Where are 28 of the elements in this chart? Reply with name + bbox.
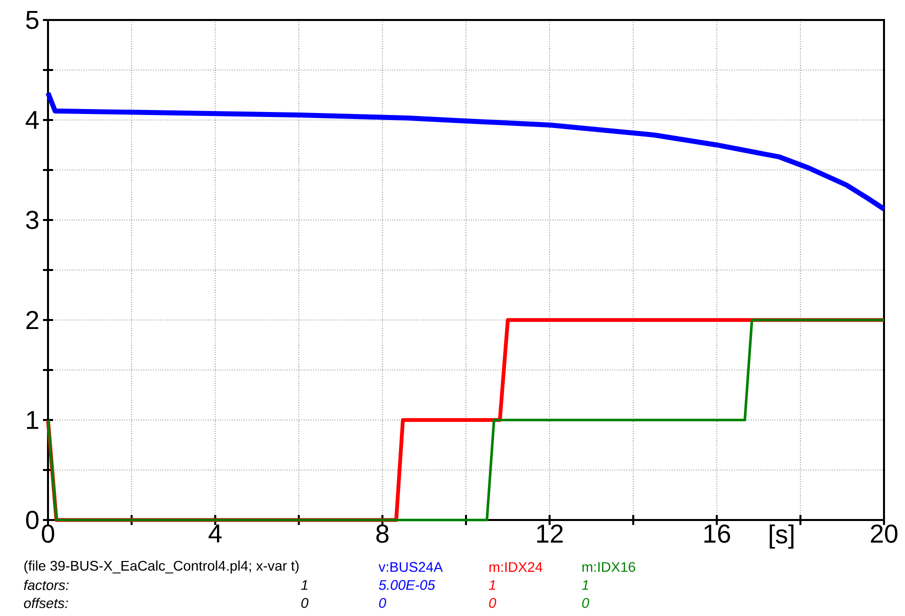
x-tick-label: 16	[704, 524, 730, 543]
text: 1	[488, 580, 496, 590]
text: 5.00E-05	[378, 580, 436, 590]
text: m:IDX16	[582, 562, 636, 572]
x-tick-label: 8	[376, 524, 388, 543]
x-tick-label: 4	[208, 524, 222, 542]
text: 0	[582, 598, 590, 608]
text: 0	[379, 598, 386, 608]
y-tick-label: 4	[26, 111, 39, 129]
x-tick-label: 0	[42, 524, 54, 543]
text: 1	[301, 580, 308, 590]
text: factors:	[24, 580, 69, 590]
text: 1	[582, 580, 588, 590]
text: m:IDX24	[489, 562, 542, 572]
y-tick-label: 5	[26, 10, 38, 30]
text: offsets:	[24, 598, 68, 608]
x-axis-title: [s]	[770, 524, 794, 549]
x-tick-label: 20	[870, 524, 898, 543]
text: (file 39-BUS-X_EaCalc_Control4.pl4; x-var t)	[24, 560, 299, 574]
y-tick-label: 0	[26, 510, 38, 530]
y-tick-label: 3	[26, 210, 38, 230]
text: v:BUS24A	[378, 562, 443, 572]
y-tick-label: 1	[27, 411, 38, 429]
text: 0	[489, 598, 496, 608]
text: 0	[301, 598, 308, 608]
x-tick-label: 12	[537, 524, 563, 543]
line-series	[46, 90, 886, 212]
y-tick-label: 2	[26, 310, 38, 330]
